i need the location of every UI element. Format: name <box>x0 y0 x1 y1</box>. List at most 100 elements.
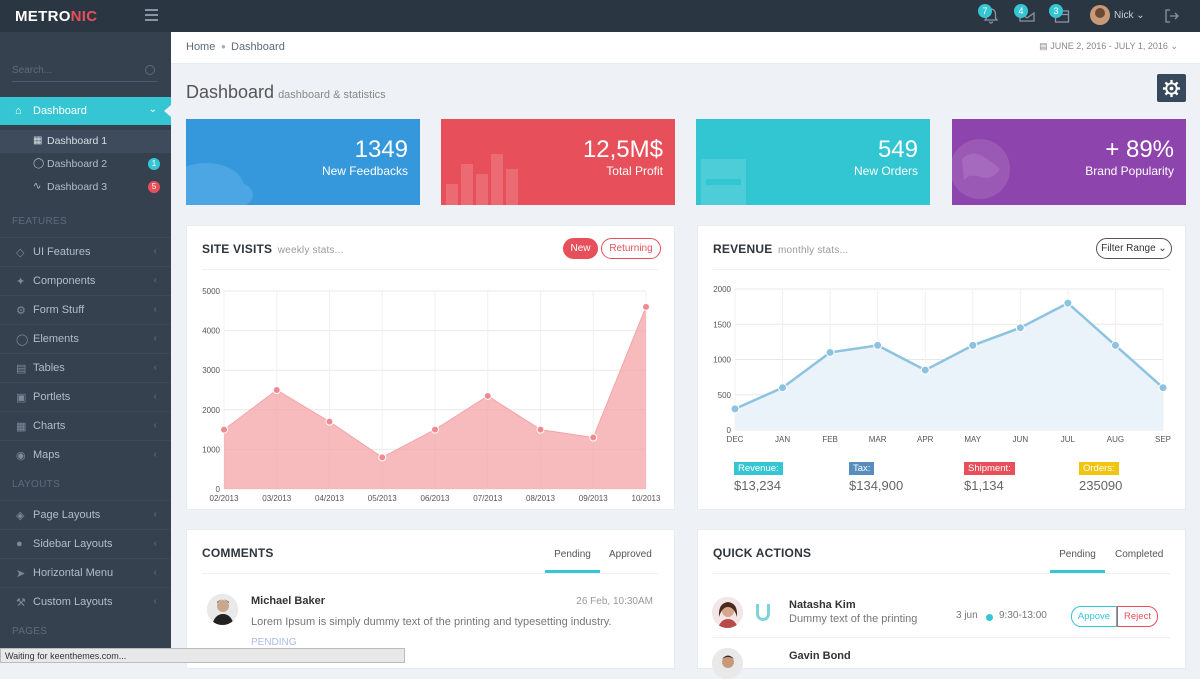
sidebar-item-sidebar-layouts[interactable]: ● Sidebar Layouts ‹ <box>0 529 171 558</box>
panel-title: REVENUE monthly stats... <box>713 242 848 256</box>
action-time: 9:30-13:00 <box>999 610 1047 621</box>
sidebar-item-label: Components <box>33 275 96 287</box>
sidebar-item-label: Custom Layouts <box>33 596 113 608</box>
stat-card-feedbacks[interactable]: 1349 New Feedbacks <box>186 119 420 205</box>
puzzle-icon: ✦ <box>16 276 26 288</box>
sidebar-item-components[interactable]: ✦ Components ‹ <box>0 266 171 295</box>
action-name[interactable]: Gavin Bond <box>789 650 851 662</box>
returning-button[interactable]: Returning <box>601 238 661 259</box>
logo[interactable]: METRONIC <box>15 8 97 25</box>
panel-title-text: SITE VISITS <box>202 242 273 256</box>
wrench-icon: ⚒ <box>16 597 26 609</box>
summary-value: $1,134 <box>964 478 1004 493</box>
panel-title: COMMENTS <box>202 546 274 560</box>
sidebar-item-elements[interactable]: ◯ Elements ‹ <box>0 324 171 353</box>
status-dot <box>986 614 993 621</box>
x-tick-label: MAY <box>964 435 981 444</box>
stat-label: Total Profit <box>606 164 663 178</box>
sidebar-item-horizontal-menu[interactable]: ➤ Horizontal Menu ‹ <box>0 558 171 587</box>
chevron-left-icon: ‹ <box>153 275 157 286</box>
sidebar-search-input[interactable]: Search... <box>12 62 158 82</box>
approve-button[interactable]: Appove <box>1071 606 1117 627</box>
sidebar-item-page-layouts[interactable]: ◈ Page Layouts ‹ <box>0 500 171 529</box>
menu-toggle-icon[interactable] <box>145 9 158 21</box>
sidebar-subitem-dashboard-1[interactable]: ▦ Dashboard 1 <box>0 130 171 153</box>
comment-author[interactable]: Michael Baker <box>251 595 325 607</box>
tab-approved[interactable]: Approved <box>609 549 652 560</box>
users-icon: ● <box>16 538 23 550</box>
notifications-bell-icon[interactable]: 7 <box>978 4 1002 25</box>
sidebar-subitem-dashboard-3[interactable]: ∿ Dashboard 3 5 <box>0 176 171 199</box>
x-tick-label: 03/2013 <box>262 494 291 503</box>
sidebar-item-label: Page Layouts <box>33 509 101 521</box>
data-point <box>1063 298 1073 308</box>
user-menu[interactable]: Nick ⌄ <box>1114 10 1145 21</box>
layers-icon: ◈ <box>16 510 25 522</box>
reject-button[interactable]: Reject <box>1117 606 1158 627</box>
sidebar-item-portlets[interactable]: ▣ Portlets ‹ <box>0 382 171 411</box>
summary-label: Tax: <box>849 462 875 475</box>
data-point <box>325 417 334 426</box>
comments-icon <box>186 163 253 205</box>
x-tick-label: 07/2013 <box>473 494 502 503</box>
tab-completed[interactable]: Completed <box>1115 549 1164 560</box>
comment-text: Lorem Ipsum is simply dummy text of the … <box>251 616 612 628</box>
paper-plane-icon: ➤ <box>16 568 26 580</box>
sidebar-item-charts[interactable]: ▦ Charts ‹ <box>0 411 171 440</box>
action-name[interactable]: Natasha Kim <box>789 599 856 611</box>
inbox-envelope-icon[interactable]: 4 <box>1014 4 1038 25</box>
stat-card-profit[interactable]: 12,5M$ Total Profit <box>441 119 675 205</box>
y-tick-label: 2000 <box>713 285 731 294</box>
sidebar-item-form-stuff[interactable]: ⚙ Form Stuff ‹ <box>0 295 171 324</box>
line-chart-icon: ∿ <box>33 181 42 192</box>
breadcrumb-home[interactable]: Home <box>186 41 216 53</box>
sidebar-badge: 5 <box>148 181 160 193</box>
user-name: Nick <box>1114 10 1134 21</box>
action-text: Dummy text of the printing <box>789 613 918 625</box>
shopping-cart-icon <box>701 159 746 205</box>
chevron-down-icon: ⌄ <box>1136 10 1145 21</box>
sidebar-item-custom-layouts[interactable]: ⚒ Custom Layouts ‹ <box>0 587 171 616</box>
user-avatar[interactable] <box>1090 5 1110 25</box>
summary-label: Revenue: <box>734 462 783 475</box>
stat-value: + 89% <box>1105 136 1174 163</box>
data-point <box>1110 340 1120 350</box>
y-tick-label: 5000 <box>202 287 220 296</box>
tab-pending[interactable]: Pending <box>1050 549 1105 573</box>
data-point <box>968 340 978 350</box>
logout-icon[interactable] <box>1163 7 1183 25</box>
x-tick-label: JAN <box>775 435 790 444</box>
new-button[interactable]: New <box>563 238 598 259</box>
breadcrumb: Home ● Dashboard ▤ JUNE 2, 2016 - JULY 1… <box>171 32 1200 64</box>
tasks-calendar-icon[interactable]: 3 <box>1049 4 1073 25</box>
search-icon[interactable] <box>145 65 155 75</box>
stat-label: New Feedbacks <box>321 164 408 178</box>
calendar-icon: ▤ <box>1039 41 1048 51</box>
map-pin-icon: ◉ <box>16 450 26 462</box>
stat-card-popularity[interactable]: + 89% Brand Popularity <box>952 119 1186 205</box>
sidebar-item-maps[interactable]: ◉ Maps ‹ <box>0 440 171 469</box>
y-tick-label: 3000 <box>202 366 220 375</box>
chevron-left-icon: ‹ <box>153 596 157 607</box>
date-range-picker[interactable]: ▤ JUNE 2, 2016 - JULY 1, 2016 ⌄ <box>1039 41 1178 52</box>
revenue-panel: REVENUE monthly stats... Filter Range ⌄ … <box>697 225 1186 510</box>
sidebar-subitem-dashboard-2[interactable]: ◯ Dashboard 2 1 <box>0 153 171 176</box>
breadcrumb-current: Dashboard <box>231 41 285 53</box>
settings-button[interactable] <box>1157 74 1186 102</box>
divider <box>713 573 1170 574</box>
gear-icon <box>1162 79 1181 98</box>
series-area <box>735 303 1163 430</box>
data-point <box>778 383 788 393</box>
stat-card-orders[interactable]: 549 New Orders <box>696 119 930 205</box>
sidebar-item-dashboard[interactable]: ⌂ Dashboard ⌄ <box>0 97 171 125</box>
sidebar-item-tables[interactable]: ▤ Tables ‹ <box>0 353 171 382</box>
chevron-left-icon: ‹ <box>153 509 157 520</box>
sidebar-item-ui-features[interactable]: ◇ UI Features ‹ <box>0 237 171 266</box>
panel-title-text: REVENUE <box>713 242 773 256</box>
orders-summary: Orders: 235090 <box>1079 462 1122 493</box>
sidebar-section-pages: PAGES <box>12 626 48 637</box>
tab-pending[interactable]: Pending <box>545 549 600 573</box>
search-placeholder: Search... <box>12 65 53 76</box>
x-tick-label: 08/2013 <box>526 494 555 503</box>
filter-range-dropdown[interactable]: Filter Range ⌄ <box>1096 238 1172 259</box>
